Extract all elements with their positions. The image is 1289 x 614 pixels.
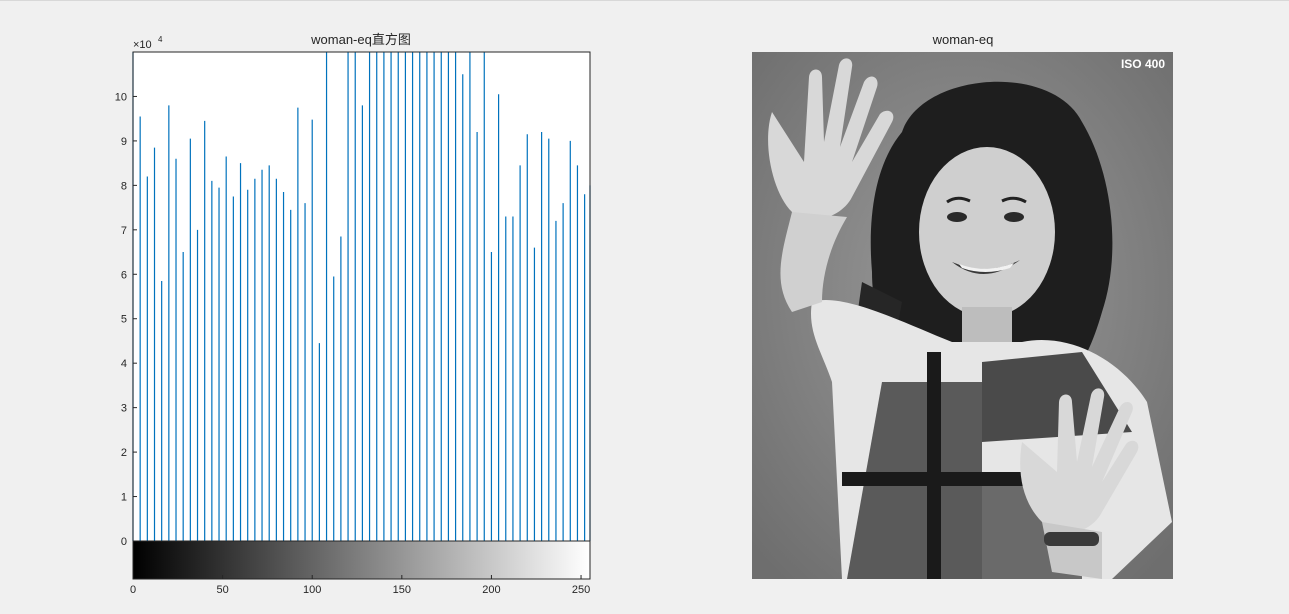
- x-tick-label: 200: [482, 584, 500, 596]
- histogram-bars: [132, 52, 591, 541]
- window-top-border: [0, 0, 1289, 1]
- x-tick-label: 250: [572, 584, 590, 596]
- iso-watermark: ISO 400: [1120, 57, 1165, 71]
- grayscale-colorbar: [133, 541, 590, 579]
- y-tick-label: 10: [115, 91, 127, 103]
- y-tick-label: 5: [121, 314, 127, 326]
- y-tick-label: 2: [121, 447, 127, 459]
- y-tick-label: 8: [121, 180, 127, 192]
- y-tick-label: 3: [121, 403, 127, 415]
- colorbar-frame: [132, 540, 591, 580]
- colorbar-axis[interactable]: 0 50 100 150 200 250: [130, 540, 591, 596]
- exponent-label: ×10 4: [133, 35, 163, 51]
- woman-eq-image[interactable]: ISO 400: [752, 52, 1173, 579]
- y-tick-label: 4: [121, 358, 127, 370]
- x-tick-label: 150: [393, 584, 411, 596]
- y-tick-label: 7: [121, 225, 127, 237]
- histogram-axes[interactable]: 0 1 2 3 4 5 6 7 8 9 10 woman-eq直方图 ×10 4: [115, 32, 591, 548]
- x-axis-ticks: 0 50 100 150 200 250: [130, 575, 590, 596]
- x-tick-label: 50: [216, 584, 228, 596]
- portrait-illustration: [752, 52, 1173, 579]
- y-axis-ticks: 0 1 2 3 4 5 6 7 8 9 10: [115, 91, 137, 548]
- y-tick-label: 9: [121, 136, 127, 148]
- exponent-power: 4: [158, 35, 163, 44]
- histogram-title: woman-eq直方图: [310, 32, 411, 47]
- x-tick-label: 100: [303, 584, 321, 596]
- y-tick-label: 6: [121, 269, 127, 281]
- histogram-plot-area: [133, 52, 590, 541]
- image-title: woman-eq: [932, 32, 994, 47]
- y-tick-label: 0: [121, 536, 127, 548]
- exponent-base: ×10: [133, 39, 152, 51]
- y-tick-label: 1: [121, 492, 127, 504]
- x-tick-label: 0: [130, 584, 136, 596]
